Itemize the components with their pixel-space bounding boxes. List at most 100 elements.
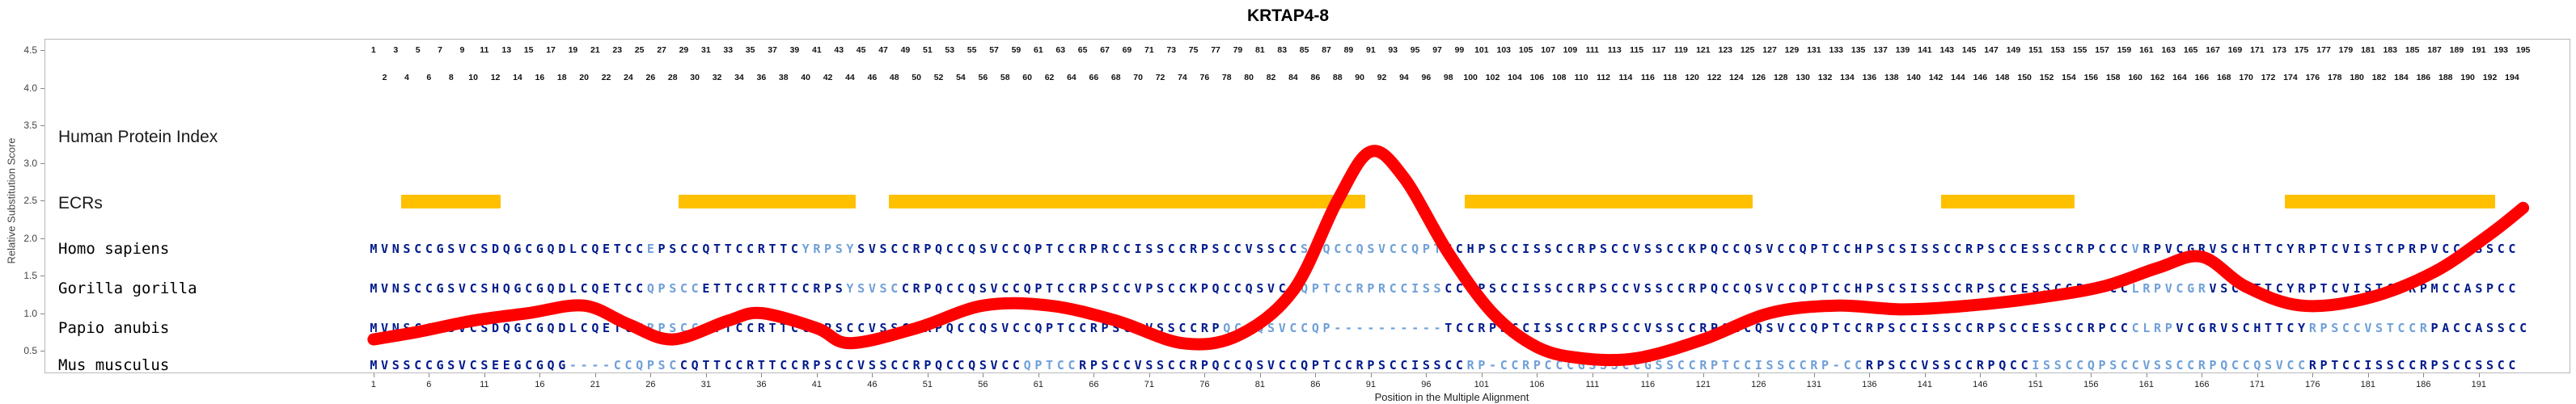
sequence-char: C <box>945 281 954 296</box>
protein-index-number: 88 <box>1332 73 1343 82</box>
sequence-char: S <box>1766 321 1774 335</box>
protein-index-number: 105 <box>1518 45 1533 55</box>
sequence-char: G <box>2187 242 2195 256</box>
species-label: Homo sapiens <box>58 240 170 258</box>
sequence-char: T <box>2253 242 2261 256</box>
protein-index-number: 112 <box>1597 73 1611 82</box>
sequence-char: Q <box>1411 242 1419 256</box>
sequence-char: S <box>1433 358 1441 372</box>
protein-index-number: 24 <box>624 73 633 82</box>
protein-index-number: 23 <box>612 45 623 55</box>
protein-index-number: 126 <box>1751 73 1766 82</box>
sequence-char: C <box>1721 242 1729 256</box>
sequence-char: T <box>613 321 621 335</box>
sequence-char: P <box>1711 358 1719 372</box>
sequence-char: V <box>1245 242 1253 256</box>
sequence-char: C <box>735 358 743 372</box>
sequence-char: P <box>1311 358 1319 372</box>
protein-index-number: 15 <box>523 45 534 55</box>
sequence-char: G <box>535 358 544 372</box>
sequence-char: H <box>492 281 500 296</box>
sequence-char: S <box>1157 358 1165 372</box>
sequence-char: V <box>458 242 466 256</box>
sequence-char: Q <box>1711 281 1719 296</box>
sequence-char: C <box>2131 358 2139 372</box>
sequence-char: V <box>2364 321 2372 335</box>
sequence-char: Q <box>591 321 599 335</box>
sequence-char: S <box>1888 358 1896 372</box>
sequence-char: T <box>768 281 776 296</box>
sequence-char: S <box>879 281 887 296</box>
sequence-char: P <box>1976 281 1984 296</box>
sequence-char: C <box>1965 321 1973 335</box>
protein-index-number: 128 <box>1773 73 1788 82</box>
sequence-char: C <box>1622 242 1630 256</box>
sequence-char: C <box>1400 358 1408 372</box>
x-tick-label: 136 <box>1862 380 1877 389</box>
sequence-char: C <box>802 321 810 335</box>
protein-index-number: 82 <box>1266 73 1276 82</box>
protein-index-number: 28 <box>667 73 678 82</box>
sequence-char: P <box>1145 281 1153 296</box>
sequence-char: P <box>646 358 654 372</box>
protein-index-number: 116 <box>1640 73 1655 82</box>
sequence-char: C <box>1445 242 1453 256</box>
sequence-char: T <box>713 242 721 256</box>
sequence-char: C <box>2176 242 2184 256</box>
sequence-char: C <box>1112 242 1120 256</box>
sequence-char: R <box>2419 358 2427 372</box>
y-tick-label: 1.0 <box>23 307 37 319</box>
sequence-char: P <box>1876 321 1884 335</box>
protein-index-number: 60 <box>1022 73 1032 82</box>
protein-index-number: 118 <box>1663 73 1677 82</box>
protein-index-number: 8 <box>448 73 454 82</box>
sequence-char: C <box>2054 281 2062 296</box>
sequence-char: Q <box>2253 358 2261 372</box>
sequence-char: C <box>469 358 477 372</box>
x-tick-label: 56 <box>978 380 988 389</box>
sequence-char: P <box>824 281 832 296</box>
sequence-char: C <box>1223 242 1231 256</box>
sequence-char: S <box>2154 358 2162 372</box>
sequence-char: P <box>2320 358 2328 372</box>
sequence-char: V <box>381 321 389 335</box>
protein-index-number: 35 <box>745 45 755 55</box>
sequence-char: M <box>2430 281 2439 296</box>
sequence-char: R <box>1089 321 1098 335</box>
sequence-char: S <box>1666 358 1674 372</box>
x-tick-label: 106 <box>1529 380 1545 389</box>
x-tick-mark <box>1038 373 1039 377</box>
protein-index-number: 22 <box>601 73 611 82</box>
sequence-char: V <box>2341 242 2350 256</box>
protein-index-number: 135 <box>1851 45 1866 55</box>
sequence-char: T <box>1721 358 1729 372</box>
sequence-char: C <box>890 242 899 256</box>
protein-index-number: 31 <box>701 45 711 55</box>
sequence-char: P <box>1367 281 1375 296</box>
sequence-char: R <box>813 281 821 296</box>
y-tick-label: 0.5 <box>23 345 37 356</box>
sequence-char: Q <box>591 281 599 296</box>
protein-index-number: 191 <box>2472 45 2486 55</box>
sequence-char: C <box>890 358 899 372</box>
sequence-char: S <box>480 321 489 335</box>
sequence-char: C <box>1898 358 1906 372</box>
sequence-char: C <box>2497 281 2505 296</box>
sequence-char: R <box>1466 358 1474 372</box>
protein-index-number: 186 <box>2416 73 2431 82</box>
species-label: Mus musculus <box>58 356 170 374</box>
protein-index-number: 85 <box>1299 45 1309 55</box>
protein-index-number: 84 <box>1288 73 1298 82</box>
sequence-char: H <box>1855 281 1863 296</box>
sequence-char: Q <box>945 321 954 335</box>
sequence-char: R <box>1190 242 1198 256</box>
sequence-char: - <box>580 358 588 372</box>
protein-index-number: 185 <box>2405 45 2420 55</box>
protein-index-number: 40 <box>801 73 810 82</box>
x-tick-mark <box>705 373 707 377</box>
sequence-char: S <box>447 281 455 296</box>
sequence-char: G <box>514 321 522 335</box>
human-protein-index-label: Human Protein Index <box>58 128 218 146</box>
protein-index-number: 92 <box>1377 73 1387 82</box>
sequence-char: C <box>636 281 644 296</box>
